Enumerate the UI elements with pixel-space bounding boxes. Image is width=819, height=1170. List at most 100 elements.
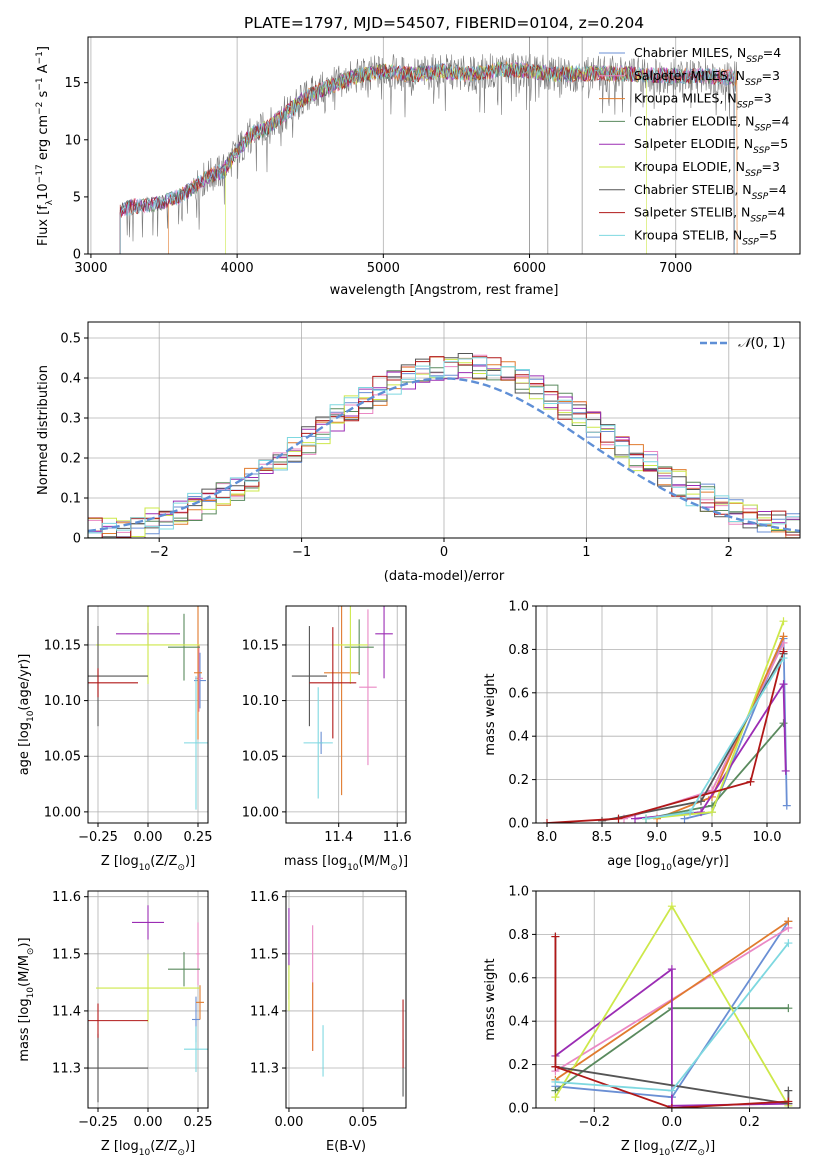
legend-label-part: (0, 1)	[750, 336, 785, 351]
x-tick-label: 1	[582, 545, 590, 560]
y-axis-label-part: A	[36, 64, 51, 77]
x-tick-label: 11.6	[383, 830, 412, 845]
x-axis-label: Z [log10(Z/Z⊙)]	[101, 854, 195, 873]
x-axis-label-part: Z [log	[101, 854, 139, 869]
legend-label-part: =5	[759, 227, 777, 242]
x-tick-label: 0.25	[184, 830, 213, 845]
y-axis-label-part: s	[36, 90, 51, 101]
y-tick-label: 11.6	[250, 890, 279, 905]
x-axis-label-part: (Z/Z	[670, 1139, 697, 1154]
y-tick-label: 0.6	[508, 686, 529, 701]
y-tick-label: 10.00	[242, 805, 279, 820]
x-tick-label: −1	[292, 545, 311, 560]
weight-marker-salpeter_stelib	[551, 1062, 560, 1071]
y-axis-label: mass weight	[483, 673, 498, 755]
legend-label-part: Salpeter STELIB, N	[634, 205, 750, 220]
y-tick-label: 0.0	[508, 817, 529, 832]
x-axis-label-part: 10	[660, 863, 672, 873]
x-axis-label-part: Z [log	[621, 1139, 659, 1154]
x-tick-label: 0.0	[662, 1115, 683, 1130]
x-tick-label: 8.5	[592, 830, 613, 845]
y-tick-label: 11.3	[52, 1062, 81, 1077]
legend-label-part: =3	[762, 159, 780, 174]
y-axis-label-part: −17	[35, 164, 45, 183]
plot-area-weight_vs_Z	[551, 902, 793, 1108]
panel-age_vs_mass: 11.4 11.6 10.00 10.05 10.10 10.15 mass [log10(…	[242, 605, 412, 873]
y-tick-label: 11.5	[52, 947, 81, 962]
x-axis-label-part: )]	[398, 854, 408, 869]
x-axis-label-part: )]	[705, 1139, 715, 1154]
y-tick-label: 5	[73, 190, 81, 205]
weight-marker-kroupa_elodie	[551, 1093, 560, 1102]
y-tick-label: 11.4	[52, 1004, 81, 1019]
legend-label-part: SSP	[750, 215, 767, 225]
x-tick-label: 3000	[74, 261, 107, 276]
legend-label-part: Salpeter MILES, N	[634, 68, 745, 83]
weight-marker-salpeter_elodie	[631, 814, 639, 823]
y-tick-label: 0.4	[508, 730, 529, 745]
y-tick-label: 10.15	[242, 638, 279, 653]
y-axis-label-part: λ	[45, 199, 55, 205]
weight-marker-salpeter_elodie	[781, 766, 790, 775]
y-axis-label: mass [log10(M/M⊙)]	[17, 937, 36, 1061]
legend-label-part: Kroupa ELODIE, N	[634, 159, 745, 174]
x-axis-label-part: (age/yr)]	[672, 854, 729, 869]
y-tick-label: 0.8	[508, 928, 529, 943]
legend-label: Kroupa ELODIE, NSSP=3	[634, 159, 780, 179]
weight-marker-salpeter_stelib	[543, 819, 551, 823]
y-tick-label: 0.6	[508, 971, 529, 986]
x-axis-label-part: ⊙	[177, 863, 185, 873]
y-axis-label-part: −2	[35, 102, 45, 115]
y-tick-label: 0.0	[508, 1102, 529, 1117]
weight-marker-chabrier_miles	[680, 814, 689, 823]
legend-label-part: SSP	[752, 192, 769, 202]
x-axis-label-part: ⊙	[390, 863, 398, 873]
model-spectrum-kroupa_elodie	[225, 61, 647, 254]
legend-label: Chabrier MILES, NSSP=4	[634, 45, 781, 65]
weight-line-salpeter_miles	[623, 642, 785, 820]
weight-marker-salpeter_stelib	[746, 777, 755, 786]
x-tick-label: 0.00	[134, 830, 163, 845]
y-tick-label: 11.6	[52, 890, 81, 905]
y-axis-label: age [log10(age/yr)]	[17, 654, 36, 776]
y-tick-label: 0	[73, 532, 81, 547]
gaussian-curve	[88, 377, 800, 533]
weight-marker-kroupa_miles	[784, 917, 793, 926]
y-tick-label: 10.10	[44, 694, 81, 709]
x-axis-label: Z [log10(Z/Z⊙)]	[621, 1139, 715, 1158]
y-axis-label-part: 10	[26, 987, 36, 999]
model-spectrum-kroupa_stelib	[119, 61, 735, 254]
y-tick-label: 10.00	[44, 805, 81, 820]
weight-marker-kroupa_stelib	[686, 808, 694, 817]
x-axis-label-part: 10	[139, 1148, 151, 1158]
legend-label-part: Kroupa STELIB, N	[634, 227, 742, 242]
x-axis-label-part: ⊙	[177, 1148, 185, 1158]
legend-label-part: SSP	[746, 55, 763, 65]
histogram-kroupa_stelib	[88, 357, 800, 534]
weight-marker-kroupa_elodie	[667, 902, 676, 911]
x-axis-label-part: ⊙	[697, 1148, 705, 1158]
x-axis-label-part: )]	[185, 1139, 195, 1154]
panel-mass_vs_ebv: 0.00 0.05 11.3 11.4 11.5 11.6 E(B-V)	[250, 890, 407, 1154]
x-tick-label: 6000	[513, 261, 546, 276]
panel-weight_vs_age: 8.0 8.5 9.0 9.5 10.0 0.0 0.2 0.4 0.6 0.8 1.0 age [l…	[483, 600, 801, 873]
x-tick-label: 4000	[221, 261, 254, 276]
y-tick-label: 10.05	[44, 750, 81, 765]
y-axis-label-part: ⊙	[26, 948, 36, 956]
legend-label: Kroupa MILES, NSSP=3	[634, 91, 772, 111]
y-axis-label-part: 10	[26, 710, 36, 722]
x-axis-label: age [log10(age/yr)]	[607, 854, 729, 873]
axes-frame	[535, 890, 801, 1109]
x-axis-label-part: 10	[347, 863, 359, 873]
observed-spectrum	[119, 53, 738, 254]
weight-marker-chabrier_stelib	[784, 1086, 793, 1095]
x-tick-label: −0.25	[78, 1115, 118, 1130]
y-axis-label: mass weight	[483, 958, 498, 1040]
x-tick-label: 9.0	[647, 830, 668, 845]
x-tick-label: 0.25	[184, 1115, 213, 1130]
x-tick-label: 0.00	[134, 1115, 163, 1130]
plot-area-residuals	[88, 353, 800, 538]
weight-marker-kroupa_miles	[779, 632, 788, 641]
y-tick-label: 1.0	[508, 885, 529, 900]
y-tick-label: 11.4	[250, 1004, 279, 1019]
